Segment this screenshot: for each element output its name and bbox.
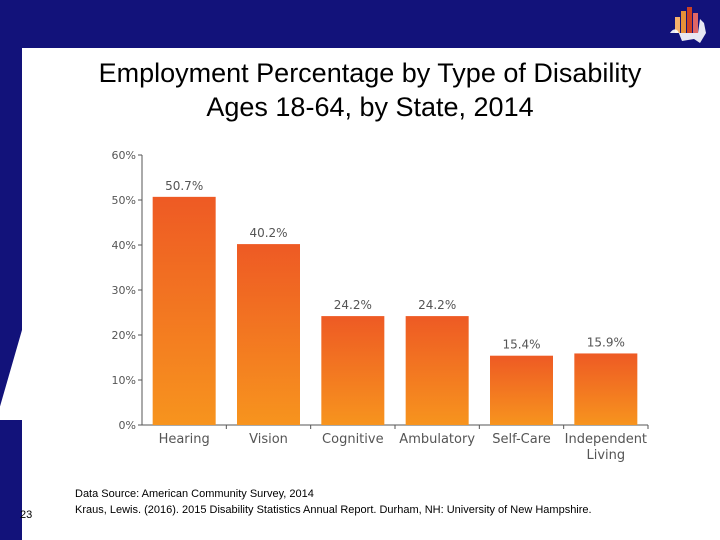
data-label: 15.4% bbox=[502, 338, 540, 352]
data-label: 50.7% bbox=[165, 179, 203, 193]
y-tick-label: 60% bbox=[112, 149, 136, 162]
bar bbox=[490, 355, 553, 425]
data-label: 24.2% bbox=[418, 298, 456, 312]
logo-icon bbox=[670, 7, 706, 43]
data-label: 24.2% bbox=[334, 298, 372, 312]
data-label: 40.2% bbox=[249, 226, 287, 240]
y-tick-label: 20% bbox=[112, 329, 136, 342]
slide-number: 23 bbox=[20, 509, 33, 521]
y-tick-label: 50% bbox=[112, 194, 136, 207]
x-tick-label: Independent bbox=[565, 432, 647, 447]
x-tick-label: Self-Care bbox=[492, 432, 551, 447]
side-band bbox=[0, 0, 22, 540]
header-band bbox=[0, 0, 720, 48]
source-line-1: Data Source: American Community Survey, … bbox=[75, 488, 314, 500]
data-label: 15.9% bbox=[587, 335, 625, 349]
bar bbox=[405, 316, 469, 425]
title-line-1: Employment Percentage by Type of Disabil… bbox=[98, 58, 642, 88]
bar bbox=[237, 244, 300, 425]
source-notes: Data Source: American Community Survey, … bbox=[75, 486, 592, 518]
page-title: Employment Percentage by Type of Disabil… bbox=[30, 56, 710, 124]
y-tick-label: 0% bbox=[119, 419, 136, 432]
bar bbox=[574, 353, 638, 425]
x-tick-label: Hearing bbox=[159, 432, 210, 447]
x-tick-label: Living bbox=[587, 448, 626, 463]
content-panel bbox=[22, 48, 720, 540]
y-tick-label: 40% bbox=[112, 239, 136, 252]
x-tick-label: Cognitive bbox=[322, 432, 384, 447]
x-tick-label: Vision bbox=[249, 432, 288, 447]
bar-chart: 0% 10% 20% 30% 40% 50% 60% 50.7% Hearing 40.2% Vis… bbox=[112, 149, 649, 463]
x-tick-label: Ambulatory bbox=[399, 432, 475, 447]
title-line-2: Ages 18-64, by State, 2014 bbox=[206, 92, 534, 122]
bar bbox=[152, 196, 216, 425]
source-line-2: Kraus, Lewis. (2016). 2015 Disability St… bbox=[75, 504, 592, 516]
y-tick-label: 10% bbox=[112, 374, 136, 387]
y-tick-label: 30% bbox=[112, 284, 136, 297]
bar bbox=[321, 316, 385, 425]
